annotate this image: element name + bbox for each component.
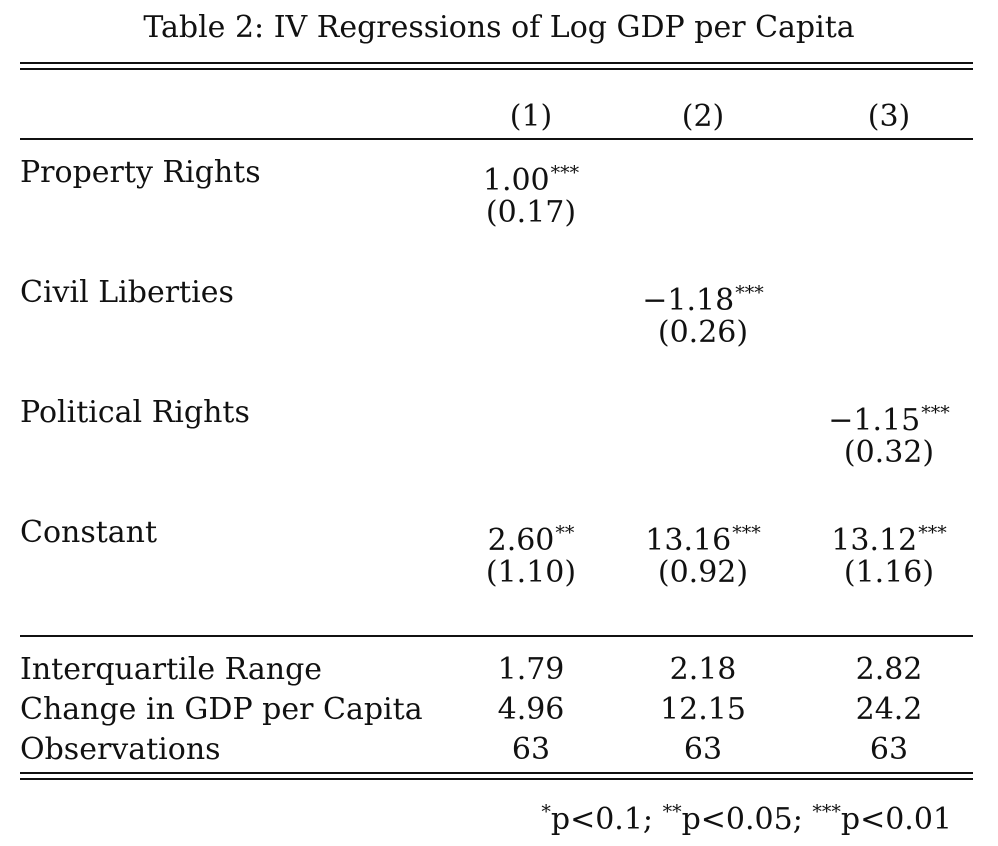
note-text: p<0.01 — [840, 802, 952, 837]
significance-stars: *** — [550, 162, 580, 184]
note-stars: * — [541, 801, 551, 823]
se-constant-col1: (1.10) — [485, 555, 577, 590]
significance-notes: *p<0.1; **p<0.05; ***p<0.01 — [541, 792, 952, 840]
se-property-rights-col1: (0.17) — [485, 195, 577, 230]
row-label-constant: Constant — [20, 515, 158, 550]
note-stars: *** — [812, 801, 841, 823]
row-label-property-rights: Property Rights — [20, 155, 261, 190]
coef-constant-col3: 13.12*** — [831, 513, 946, 561]
stat-obs-col2: 63 — [683, 732, 723, 767]
header-rule — [20, 138, 973, 140]
se-constant-col3: (1.16) — [843, 555, 935, 590]
stat-change-col2: 12.15 — [660, 692, 746, 727]
stat-iqr-col1: 1.79 — [497, 652, 565, 687]
note-text: p<0.05; — [681, 802, 813, 837]
row-label-change-in-gdp: Change in GDP per Capita — [20, 692, 423, 727]
se-civil-liberties-col2: (0.26) — [657, 315, 749, 350]
note-text: p<0.1; — [550, 802, 663, 837]
table-caption: Table 2: IV Regressions of Log GDP per C… — [143, 10, 855, 45]
row-label-civil-liberties: Civil Liberties — [20, 275, 234, 310]
stat-iqr-col3: 2.82 — [855, 652, 923, 687]
coef-civil-liberties-col2: −1.18*** — [642, 273, 763, 321]
significance-stars: *** — [921, 402, 950, 424]
row-label-observations: Observations — [20, 732, 221, 767]
bottom-rule-upper — [20, 772, 973, 774]
bottom-rule-lower — [20, 778, 973, 780]
stat-iqr-col2: 2.18 — [669, 652, 737, 687]
top-rule-upper — [20, 62, 973, 64]
coef-value: 13.16 — [645, 523, 732, 558]
stat-change-col1: 4.96 — [497, 692, 565, 727]
stats-rule — [20, 635, 973, 637]
column-header-3: (3) — [867, 99, 911, 134]
coef-political-rights-col3: −1.15*** — [828, 393, 949, 441]
significance-stars: *** — [732, 522, 761, 544]
coef-value: −1.18 — [642, 283, 735, 318]
coef-value: −1.15 — [828, 403, 921, 438]
row-label-political-rights: Political Rights — [20, 395, 250, 430]
stat-change-col3: 24.2 — [855, 692, 923, 727]
top-rule-lower — [20, 68, 973, 70]
coef-property-rights-col1: 1.00*** — [483, 153, 579, 201]
coef-value: 2.60 — [487, 523, 555, 558]
column-header-1: (1) — [509, 99, 553, 134]
se-constant-col2: (0.92) — [657, 555, 749, 590]
significance-stars: *** — [735, 282, 764, 304]
coef-constant-col1: 2.60** — [488, 513, 575, 561]
stat-obs-col3: 63 — [869, 732, 909, 767]
note-stars: ** — [662, 801, 682, 823]
column-header-2: (2) — [681, 99, 725, 134]
significance-stars: ** — [555, 522, 575, 544]
row-label-interquartile-range: Interquartile Range — [20, 652, 323, 687]
se-political-rights-col3: (0.32) — [843, 435, 935, 470]
coef-value: 1.00 — [482, 163, 550, 198]
coef-value: 13.12 — [831, 523, 918, 558]
significance-stars: *** — [918, 522, 947, 544]
stat-obs-col1: 63 — [511, 732, 551, 767]
coef-constant-col2: 13.16*** — [645, 513, 760, 561]
